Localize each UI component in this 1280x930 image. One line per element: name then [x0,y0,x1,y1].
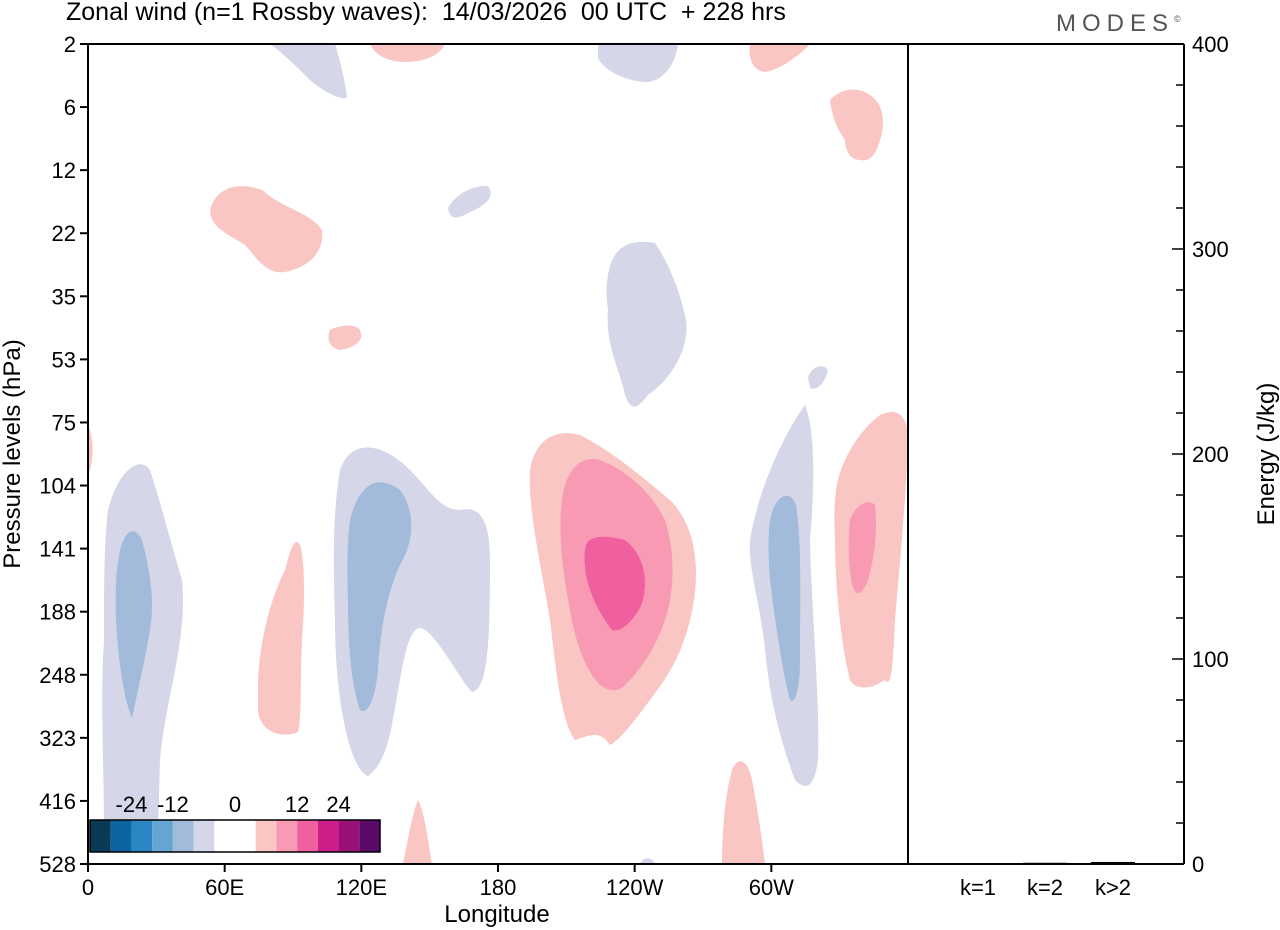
y-tick-label: 75 [52,410,76,435]
colorbar-swatch [172,820,194,852]
contours-positive [88,44,908,864]
x-tick-label: 120E [336,875,387,900]
energy-tick-label: 400 [1192,32,1229,57]
y-axis-label: Pressure levels (hPa) [0,339,26,568]
colorbar-swatch [235,820,256,852]
y-tick-label: 528 [39,852,76,877]
energy-category-label: k>2 [1095,875,1131,900]
neg-contour-5 [270,44,347,99]
pos2-contour-2 [848,502,877,594]
energy-tick-label: 100 [1192,647,1229,672]
energy-bar [956,863,1000,865]
colorbar-swatch [131,820,153,852]
pos-contour-11 [722,761,765,864]
neg2-contour-3 [768,495,801,701]
pos-contour-10 [403,800,432,864]
neg-contour-6 [598,44,678,82]
x-tick-label: 120W [606,875,664,900]
y-tick-label: 323 [39,726,76,751]
neg-contour-7 [448,185,491,218]
main-x-axis: 0 60E 120E 180 120W 60W [82,864,794,900]
colorbar-swatch [255,820,277,852]
y-tick-label: 35 [52,284,76,309]
colorbar-label: -12 [157,792,189,817]
energy-category-label: k=2 [1027,875,1063,900]
x-tick-label: 60E [205,875,244,900]
colorbar-swatch [297,820,318,852]
x-tick-label: 180 [480,875,517,900]
colorbar-label: 24 [326,792,350,817]
brand-mark: © [1174,14,1181,24]
colorbar-swatch [110,820,132,852]
colorbar-frame [89,819,381,853]
colorbar-swatch [90,820,111,852]
colorbar-swatch [317,820,339,852]
y-tick-label: 416 [39,789,76,814]
x-axis-label: Longitude [444,901,549,928]
x-tick-label: 0 [82,875,94,900]
y-tick-label: 12 [52,158,76,183]
colorbar-swatch [193,820,215,852]
pos-contour-2 [258,541,305,735]
neg-contour-9 [640,858,654,864]
chart-title: Zonal wind (n=1 Rossby waves): 14/03/202… [66,0,786,26]
energy-category-label: k=1 [960,875,996,900]
pos-contour-6 [328,325,362,350]
neg-contour-3 [606,241,687,407]
colorbar-swatch [214,820,235,852]
pos-contour-4 [210,186,323,273]
colorbar-label: 12 [285,792,309,817]
pos-contour-5 [830,89,883,161]
colorbar-label: 0 [229,792,241,817]
y-tick-label: 104 [39,474,76,499]
pos-contour-7 [370,44,445,62]
energy-bars [956,861,1135,865]
energy-bar [1091,861,1135,864]
pos3-contour-1 [584,536,645,631]
y-tick-label: 2 [64,32,76,57]
energy-x-axis: k=1 k=2 k>2 [960,875,1131,900]
neg-contour-8 [808,366,828,389]
pos-contour-9 [88,425,93,472]
y-tick-label: 53 [52,347,76,372]
energy-tick-label: 300 [1192,237,1229,262]
y-tick-label: 6 [64,95,76,120]
y-tick-label: 248 [39,663,76,688]
colorbar [89,819,381,853]
neg2-contour-2 [347,482,412,711]
colorbar-swatch [152,820,173,852]
energy-bar [1023,862,1067,864]
colorbar-swatch [359,820,380,852]
x-tick-label: 60W [749,875,794,900]
colorbar-swatch [276,820,298,852]
pos-contour-8 [749,44,810,72]
energy-axis-label: Energy (J/kg) [1253,383,1280,526]
y-tick-label: 188 [39,600,76,625]
energy-tick-label: 0 [1192,852,1204,877]
colorbar-swatch [338,820,360,852]
colorbar-label: -24 [116,792,148,817]
brand-logo: MODES© [1056,10,1181,38]
contours-negative [102,44,828,864]
neg2-contour-1 [115,531,153,718]
brand-text: MODES [1056,10,1175,37]
energy-y-axis: 0 100 200 300 400 [1172,32,1229,877]
main-y-axis: 2 6 12 22 35 53 75 104 141 188 248 323 416 528 [39,32,88,877]
energy-tick-label: 200 [1192,442,1229,467]
y-tick-label: 22 [52,221,76,246]
colorbar-labels: -24 -12 0 12 24 [116,792,351,817]
y-tick-label: 141 [39,537,76,562]
